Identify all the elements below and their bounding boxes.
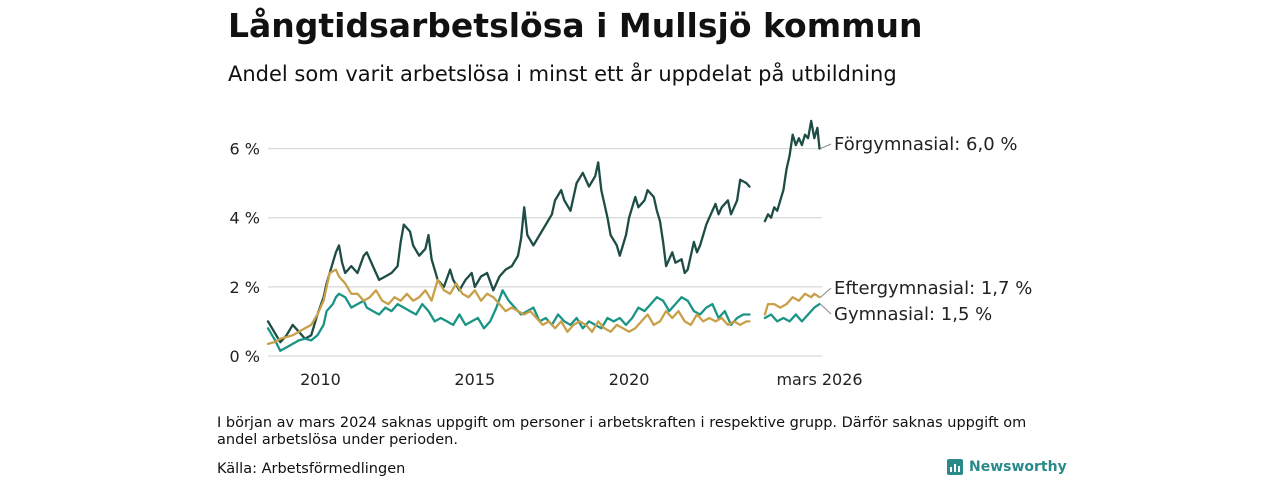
end-label-eftergymnasial: Eftergymnasial: 1,7 %	[834, 278, 1032, 299]
y-tick-label-1: 2 %	[230, 278, 260, 297]
chart-subtitle: Andel som varit arbetslösa i minst ett å…	[228, 62, 897, 86]
x-tick-label-1: 2015	[454, 370, 495, 389]
gridlines	[268, 147, 822, 357]
series-eftergymnasial-line-0	[266, 268, 751, 346]
end-label-gymnasial: Gymnasial: 1,5 %	[834, 304, 992, 325]
series-gymnasial-line-0	[266, 289, 751, 352]
x-tick-label-0: 2010	[300, 370, 341, 389]
footnote: I början av mars 2024 saknas uppgift om …	[217, 415, 1027, 448]
leader-gymnasial	[820, 303, 832, 315]
series-förgymnasial-line-0	[266, 161, 751, 344]
y-tick-label-3: 6 %	[230, 140, 260, 159]
end-label-forgymnasial: Förgymnasial: 6,0 %	[834, 134, 1018, 155]
brand-logo: Newsworthy	[946, 458, 1067, 476]
newsworthy-icon	[947, 459, 963, 475]
y-tick-label-2: 4 %	[230, 209, 260, 228]
series-gymnasial-line-1	[763, 302, 821, 323]
y-tick-label-0: 0 %	[230, 347, 260, 366]
brand-name: Newsworthy	[969, 459, 1067, 475]
chart-title: Långtidsarbetslösa i Mullsjö kommun	[228, 6, 923, 45]
series-lines	[266, 119, 821, 352]
y-axis: 0 % 2 % 4 % 6 %	[230, 140, 260, 366]
x-tick-label-3: mars 2026	[776, 370, 862, 389]
series-end-labels: Förgymnasial: 6,0 % Gymnasial: 1,5 % Efter…	[820, 134, 1032, 325]
series-eftergymnasial-line-1	[763, 292, 821, 316]
x-tick-label-2: 2020	[609, 370, 650, 389]
source-credit: Källa: Arbetsförmedlingen	[217, 461, 406, 477]
x-axis: 2010 2015 2020 mars 2026	[300, 370, 862, 389]
leader-forgymnasial	[820, 143, 832, 150]
series-förgymnasial-line-1	[763, 119, 821, 223]
leader-eftergymnasial	[820, 287, 832, 298]
